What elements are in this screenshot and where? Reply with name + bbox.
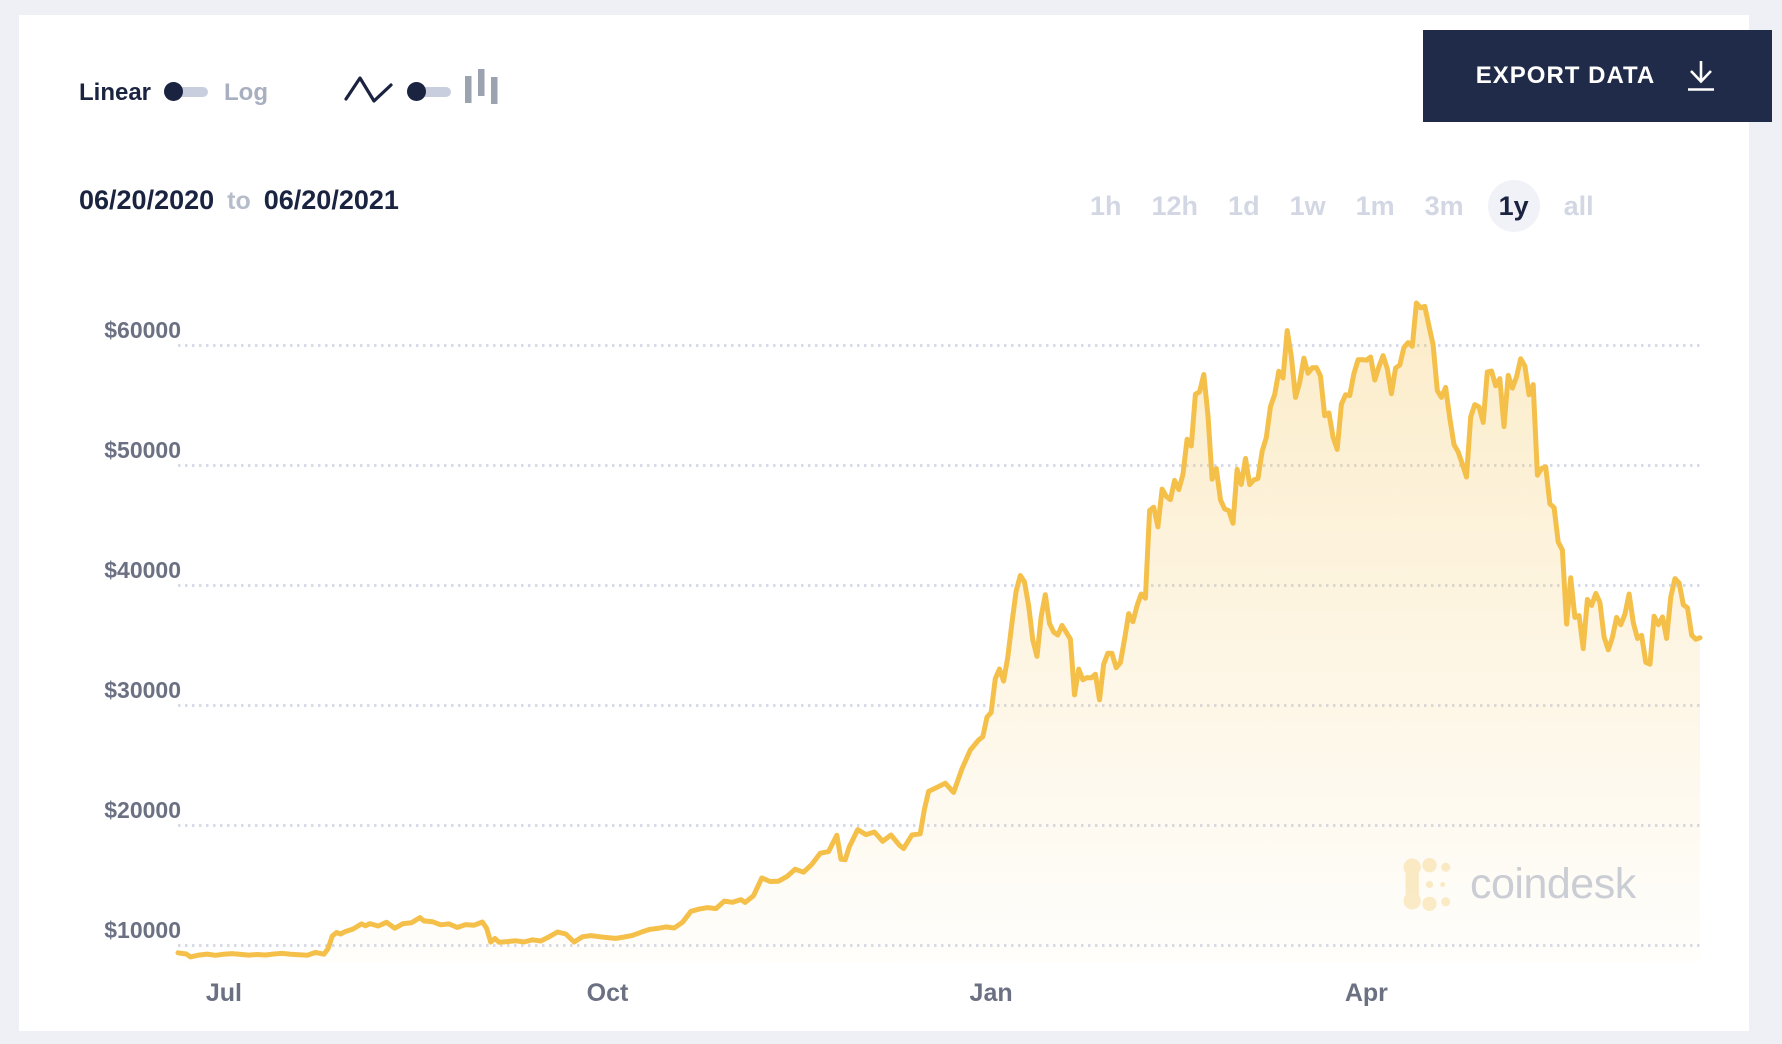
- date-range: 06/20/2020 to 06/20/2021: [79, 185, 399, 216]
- gridline-40000: [178, 583, 1700, 587]
- y-axis-tick-label: $40000: [104, 557, 181, 583]
- time-range-1d[interactable]: 1d: [1228, 190, 1260, 221]
- linear-scale-label[interactable]: Linear: [79, 79, 152, 106]
- time-range-1y[interactable]: 1y: [1487, 180, 1540, 232]
- toggle-track: [164, 87, 208, 97]
- chart-card: Linear Log EXPORT DATA: [19, 15, 1772, 1031]
- export-data-button[interactable]: EXPORT DATA: [1423, 30, 1772, 122]
- gridline-30000: [178, 703, 1700, 707]
- date-range-separator: to: [227, 187, 251, 215]
- time-range-1m[interactable]: 1m: [1355, 190, 1395, 221]
- time-range-1h[interactable]: 1h: [1090, 190, 1122, 221]
- x-axis-tick-label: Jan: [969, 979, 1013, 1007]
- download-icon: [1688, 61, 1715, 91]
- export-data-label: EXPORT DATA: [1475, 62, 1656, 89]
- price-line: [175, 300, 1703, 960]
- y-axis-tick-label: $60000: [104, 317, 181, 343]
- price-line-chart[interactable]: [19, 15, 1749, 1031]
- y-axis-tick-label: $50000: [104, 437, 181, 463]
- x-axis-tick-label: Oct: [586, 979, 629, 1007]
- time-range-12h[interactable]: 12h: [1151, 190, 1199, 221]
- bar-chart-icon[interactable]: [465, 67, 501, 113]
- time-range-selector: 1h 12h 1d 1w 1m 3m 1y all: [1075, 180, 1609, 232]
- y-axis-tick-label: $20000: [104, 797, 181, 823]
- time-range-all[interactable]: all: [1563, 190, 1594, 221]
- date-range-end[interactable]: 06/20/2021: [263, 185, 399, 215]
- toggle-track: [407, 87, 451, 97]
- toggle-knob: [407, 82, 426, 101]
- x-axis-tick-label: Apr: [1344, 979, 1388, 1007]
- time-range-3m[interactable]: 3m: [1424, 190, 1464, 221]
- time-range-1w[interactable]: 1w: [1289, 190, 1326, 221]
- gridline-60000: [178, 343, 1700, 347]
- toggle-knob: [164, 82, 183, 101]
- y-axis-tick-label: $30000: [104, 677, 181, 703]
- chart-type-toggle-switch[interactable]: [407, 82, 451, 101]
- gridline-50000: [178, 463, 1700, 467]
- y-axis-tick-label: $10000: [104, 917, 181, 943]
- scale-toggle-switch[interactable]: [164, 82, 208, 101]
- log-scale-label[interactable]: Log: [224, 79, 268, 106]
- x-axis-tick-label: Jul: [205, 979, 242, 1007]
- date-range-start[interactable]: 06/20/2020: [79, 185, 215, 215]
- price-area-fill: [178, 303, 1700, 962]
- line-chart-icon[interactable]: [344, 72, 394, 106]
